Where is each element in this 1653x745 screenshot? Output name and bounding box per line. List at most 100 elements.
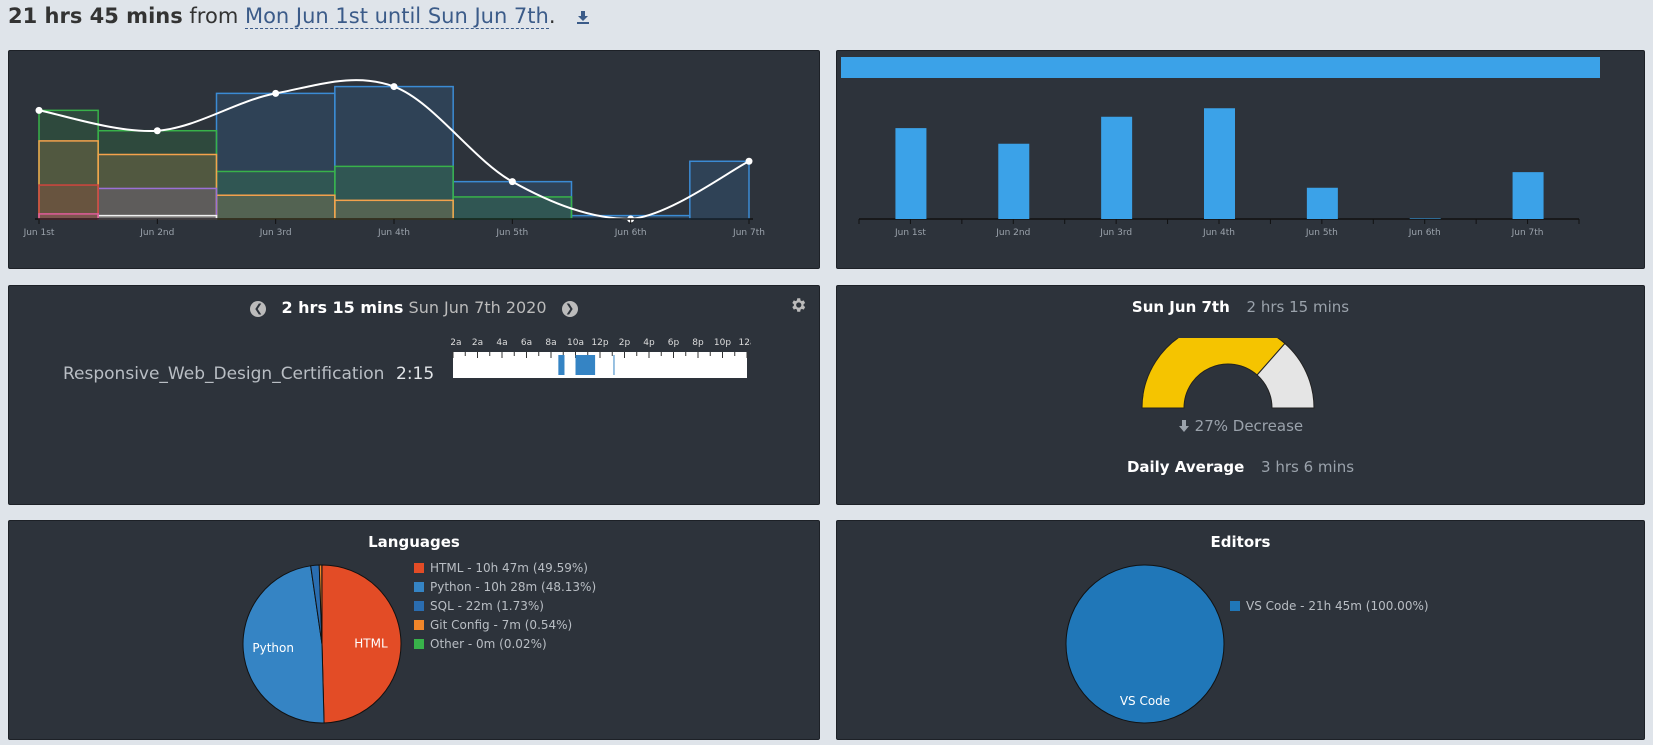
daily-bar <box>1306 187 1338 219</box>
bar-x-tick-label: Jun 1st <box>894 228 926 238</box>
daily-bar <box>998 143 1030 219</box>
day-detail-panel: ❮ 2 hrs 15 mins Sun Jun 7th 2020 ❯ Respo… <box>8 285 820 505</box>
timeline-hour-label: 2p <box>619 338 631 348</box>
day-header: ❮ 2 hrs 15 mins Sun Jun 7th 2020 ❯ <box>9 298 819 317</box>
legend-label: VS Code - 21h 45m (100.00%) <box>1246 599 1429 613</box>
change-text: 27% Decrease <box>1194 417 1304 435</box>
chevron-left-icon[interactable]: ❮ <box>250 300 267 317</box>
gauge-day: Sun Jun 7th 2 hrs 15 mins <box>837 298 1644 316</box>
timeline-hour-label: 12a <box>739 338 751 348</box>
activity-area-step <box>215 194 336 220</box>
activity-area-step <box>334 85 454 220</box>
day-duration: 2 hrs 15 mins <box>281 298 404 317</box>
gauge-day-value: 2 hrs 15 mins <box>1246 298 1350 316</box>
timeline-hour-label: 12p <box>591 338 608 348</box>
gear-icon[interactable] <box>789 296 807 318</box>
bar-x-tick-label: Jun 4th <box>1202 228 1235 238</box>
timeline-segment <box>613 355 615 375</box>
activity-x-tick-label: Jun 7th <box>732 228 765 238</box>
editors-legend: VS Code - 21h 45m (100.00%) <box>1230 597 1429 616</box>
legend-label: SQL - 22m (1.73%) <box>430 599 544 613</box>
activity-area-step <box>97 153 218 220</box>
activity-x-tick-label: Jun 1st <box>23 228 55 238</box>
gauge-panel: Sun Jun 7th 2 hrs 15 mins 27% Decrease D… <box>836 285 1645 505</box>
from-word: from <box>189 4 239 28</box>
activity-area-step <box>38 213 99 220</box>
editors-title: Editors <box>1210 533 1271 551</box>
timeline-hour-label: 10a <box>567 338 584 348</box>
activity-point <box>35 106 43 114</box>
daily-bar <box>1204 108 1235 219</box>
legend-swatch <box>1230 601 1240 611</box>
gauge-fill-arc <box>1141 338 1286 409</box>
activity-area-step <box>334 199 454 220</box>
daily-gauge <box>1141 338 1315 409</box>
activity-area-step <box>689 160 750 220</box>
timeline-segment <box>575 355 596 375</box>
pie-slice <box>321 564 402 724</box>
project-time: 2:15 <box>396 364 435 384</box>
daily-average: Daily Average 3 hrs 6 mins <box>837 458 1644 476</box>
legend-label: Python - 10h 28m (48.13%) <box>430 580 597 594</box>
date-range-link[interactable]: Mon Jun 1st until Sun Jun 7th <box>244 4 549 29</box>
timeline-hour-label: 6a <box>521 338 532 348</box>
timeline-hour-label: 2a <box>472 338 483 348</box>
bar-x-tick-label: Jun 6th <box>1408 228 1441 238</box>
pie-slice-label: VS Code <box>1120 694 1170 708</box>
activity-x-tick-label: Jun 5th <box>495 228 528 238</box>
legend-swatch <box>414 639 424 649</box>
timeline-segment <box>558 355 565 375</box>
daily-average-value: 3 hrs 6 mins <box>1261 458 1355 476</box>
activity-point <box>508 178 516 186</box>
pie-slice-label: Python <box>252 641 294 655</box>
activity-area-step <box>334 165 454 220</box>
editors-panel: Editors VS Code VS Code - 21h 45m (100.0… <box>836 520 1645 740</box>
activity-area-step <box>215 92 336 220</box>
legend-item: HTML - 10h 47m (49.59%) <box>414 559 596 578</box>
timeline-hour-label: 8p <box>692 338 704 348</box>
activity-x-tick-label: Jun 4th <box>377 228 410 238</box>
daily-bar-panel: Jun 1st Jun 2nd Jun 3rd Jun 4th Jun 5th Jun 6… <box>836 50 1645 269</box>
activity-area-step <box>97 187 218 220</box>
arrow-down-icon <box>1178 417 1195 435</box>
day-date: Sun Jun 7th 2020 <box>408 298 547 317</box>
timeline-hour-label: 10p <box>714 338 731 348</box>
activity-point <box>272 89 280 97</box>
legend-swatch <box>414 601 424 611</box>
chevron-right-icon[interactable]: ❯ <box>561 300 578 317</box>
activity-chart-panel: Jun 1st Jun 2nd Jun 3rd Jun 4th Jun 5th Jun 6… <box>8 50 820 269</box>
pie-slice <box>1065 564 1225 724</box>
bar-x-tick-label: Jun 5th <box>1305 228 1338 238</box>
legend-item: VS Code - 21h 45m (100.00%) <box>1230 597 1429 616</box>
top-summary-bar <box>841 57 1600 78</box>
activity-area-step <box>38 140 99 220</box>
legend-swatch <box>414 582 424 592</box>
gauge-day-label: Sun Jun 7th <box>1131 298 1230 316</box>
daily-bar <box>1101 116 1133 219</box>
daily-bar <box>1409 218 1441 219</box>
activity-x-tick-label: Jun 6th <box>614 228 647 238</box>
languages-pie: HTML Python <box>242 564 402 724</box>
bar-x-tick-label: Jun 3rd <box>1099 228 1132 238</box>
legend-item: Other - 0m (0.02%) <box>414 635 596 654</box>
activity-point <box>390 83 398 91</box>
timeline-hour-label: 6p <box>668 338 680 348</box>
legend-label: Other - 0m (0.02%) <box>430 637 547 651</box>
download-icon[interactable] <box>576 1 590 33</box>
project-name[interactable]: Responsive_Web_Design_Certification <box>63 364 385 384</box>
bar-x-tick-label: Jun 2nd <box>995 228 1030 238</box>
activity-point <box>153 127 161 135</box>
legend-item: Git Config - 7m (0.54%) <box>414 616 596 635</box>
timeline-hour-label: 8a <box>545 338 556 348</box>
daily-average-label: Daily Average <box>1126 458 1245 476</box>
day-timeline: 12a 2a 4a 6a 8a 10a 12p 2p 4p 6p 8p 10p 12a <box>445 334 755 383</box>
activity-x-tick-label: Jun 3rd <box>259 228 292 238</box>
daily-bar <box>1512 172 1544 219</box>
timeline-hour-label: 12a <box>451 338 461 348</box>
activity-point <box>745 157 753 165</box>
pie-slice <box>242 565 325 724</box>
languages-panel: Languages HTML Python HTML - 10h 47m (49.… <box>8 520 820 740</box>
change-indicator: 27% Decrease <box>837 417 1644 435</box>
pie-slice-label: HTML <box>354 636 388 650</box>
legend-swatch <box>414 620 424 630</box>
